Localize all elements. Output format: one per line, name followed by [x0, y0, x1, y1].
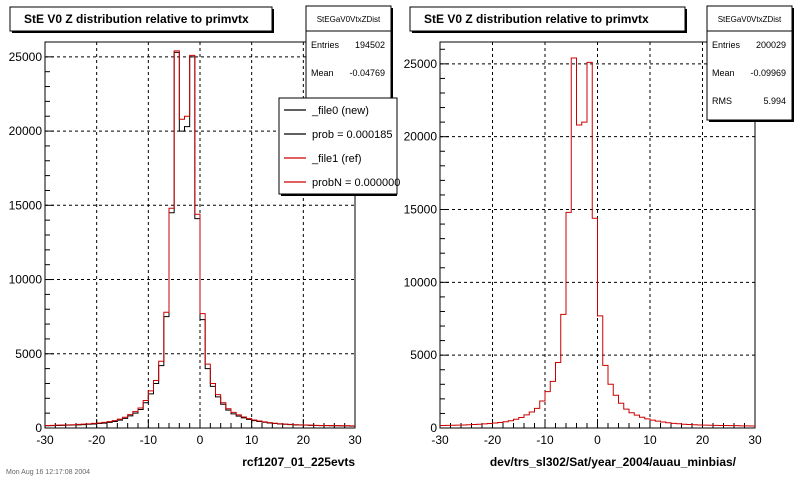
x-tick-label: -30 [431, 433, 449, 447]
title-box [409, 6, 686, 32]
x-axis-label: rcf1207_01_225evts [242, 455, 355, 469]
x-tick-label: 0 [594, 433, 601, 447]
x-tick-label: 10 [245, 433, 259, 447]
y-tick-label: 25000 [404, 57, 438, 71]
stats-label: RMS [712, 96, 732, 106]
y-tick-label: 20000 [404, 130, 438, 144]
stats-label: Entries [712, 40, 741, 50]
stats-value: 5.994 [763, 96, 786, 106]
histogram-series [440, 57, 755, 427]
right-histogram-panel: -30 -20 -10 0 10 20 30 0 5000 10000 15000 20000 2500… [404, 5, 794, 469]
x-tick-label: -30 [36, 433, 54, 447]
legend-label: probN = 0.000000 [312, 177, 400, 189]
x-tick-label: -10 [536, 433, 554, 447]
left-histogram-panel: -30 -20 -10 0 10 20 30 0 5000 10000 15000 20000 2500… [9, 5, 400, 469]
x-tick-label: -10 [140, 433, 158, 447]
stats-value: 194502 [355, 40, 385, 50]
title-box [9, 6, 273, 32]
stats-label: Mean [311, 68, 334, 78]
y-tick-label: 5000 [15, 347, 42, 361]
stats-value: 200029 [756, 40, 786, 50]
chart-title: StE V0 Z distribution relative to primvt… [24, 12, 249, 26]
stats-box [305, 5, 392, 107]
x-tick-label: -20 [88, 433, 106, 447]
x-axis-label: dev/trs_sl302/Sat/year_2004/auau_minbias… [490, 455, 737, 469]
x-tick-label: 0 [197, 433, 204, 447]
x-tick-label: 20 [297, 433, 311, 447]
stats-label: Entries [311, 40, 340, 50]
legend-label: prob = 0.000185 [312, 129, 392, 141]
chart-title: StE V0 Z distribution relative to primvt… [424, 12, 649, 26]
histogram-series [45, 50, 355, 427]
x-tick-label: 30 [748, 433, 762, 447]
x-tick-label: 20 [696, 433, 710, 447]
y-tick-label: 20000 [9, 124, 43, 138]
x-tick-label: -20 [484, 433, 502, 447]
stats-value: -0.04769 [349, 68, 385, 78]
y-tick-label: 10000 [9, 273, 43, 287]
stats-box [706, 5, 793, 121]
legend-box [278, 97, 398, 195]
legend-label: _file1 (ref) [311, 153, 362, 165]
y-tick-label: 0 [430, 421, 437, 435]
stats-name: StEGaV0VtxZDist [317, 15, 381, 24]
x-tick-label: 10 [643, 433, 657, 447]
y-tick-label: 15000 [9, 198, 43, 212]
y-tick-label: 5000 [410, 348, 437, 362]
y-tick-label: 25000 [9, 50, 43, 64]
y-tick-label: 15000 [404, 203, 438, 217]
stats-label: Mean [712, 68, 735, 78]
stats-value: -0.09969 [750, 68, 786, 78]
stats-name: StEGaV0VtxZDist [718, 15, 782, 24]
y-tick-label: 10000 [404, 275, 438, 289]
y-tick-label: 0 [35, 421, 42, 435]
footer-note: Mon Aug 16 12:17:08 2004 [6, 469, 90, 476]
legend-label: _file0 (new) [311, 105, 369, 117]
x-tick-label: 30 [348, 433, 362, 447]
